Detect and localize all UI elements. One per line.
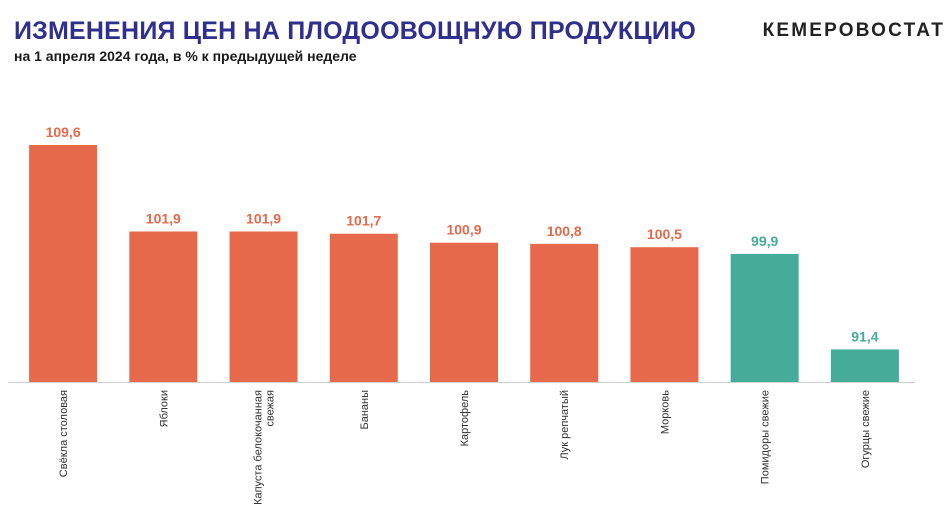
category-label: Морковь — [659, 390, 671, 434]
bar — [430, 242, 498, 382]
x-tick-label: Помидоры свежие — [760, 390, 772, 484]
x-tick-label: Яблоки — [158, 390, 170, 427]
data-label: 100,5 — [647, 226, 682, 242]
bar — [329, 233, 398, 382]
category-label: Огурцы свежие — [860, 390, 872, 468]
data-label: 101,9 — [146, 210, 181, 226]
x-tick-label: Лук репчатый — [559, 390, 571, 460]
data-label: 100,8 — [547, 223, 582, 239]
data-label: 101,9 — [246, 210, 281, 226]
data-label: 100,9 — [446, 222, 481, 238]
chart-subtitle: на 1 апреля 2024 года, в % к предыдущей … — [14, 48, 357, 64]
x-tick-label: Огурцы свежие — [860, 390, 872, 468]
bar — [630, 247, 699, 382]
category-label: Картофель — [459, 390, 471, 447]
category-label: Капуста белокочанная свежая — [253, 390, 277, 505]
x-tick-label: Бананы — [359, 390, 371, 430]
brand-logo-text: КЕМЕРОВОСТАТ — [762, 20, 945, 41]
category-label: Свёкла столовая — [58, 390, 70, 477]
x-tick-label: Морковь — [659, 390, 671, 434]
bar — [229, 231, 298, 382]
data-label: 99,9 — [751, 233, 778, 249]
data-label: 101,7 — [346, 213, 381, 229]
category-label: Бананы — [359, 390, 371, 430]
bar — [129, 231, 198, 382]
category-label: Помидоры свежие — [760, 390, 772, 484]
bar — [530, 243, 599, 382]
category-label: Лук репчатый — [559, 390, 571, 460]
data-label: 91,4 — [851, 328, 878, 344]
category-label: Яблоки — [158, 390, 170, 427]
data-label: 109,6 — [46, 124, 81, 140]
x-tick-label: свежая — [265, 390, 277, 427]
x-tick-label: Капуста белокочанная — [253, 390, 265, 505]
bar — [830, 349, 899, 382]
bar — [730, 253, 799, 382]
chart-title: ИЗМЕНЕНИЯ ЦЕН НА ПЛОДООВОЩНУЮ ПРОДУКЦИЮ — [14, 17, 696, 45]
x-tick-label: Картофель — [459, 390, 471, 447]
bar — [29, 145, 98, 382]
x-tick-label: Свёкла столовая — [58, 390, 70, 477]
